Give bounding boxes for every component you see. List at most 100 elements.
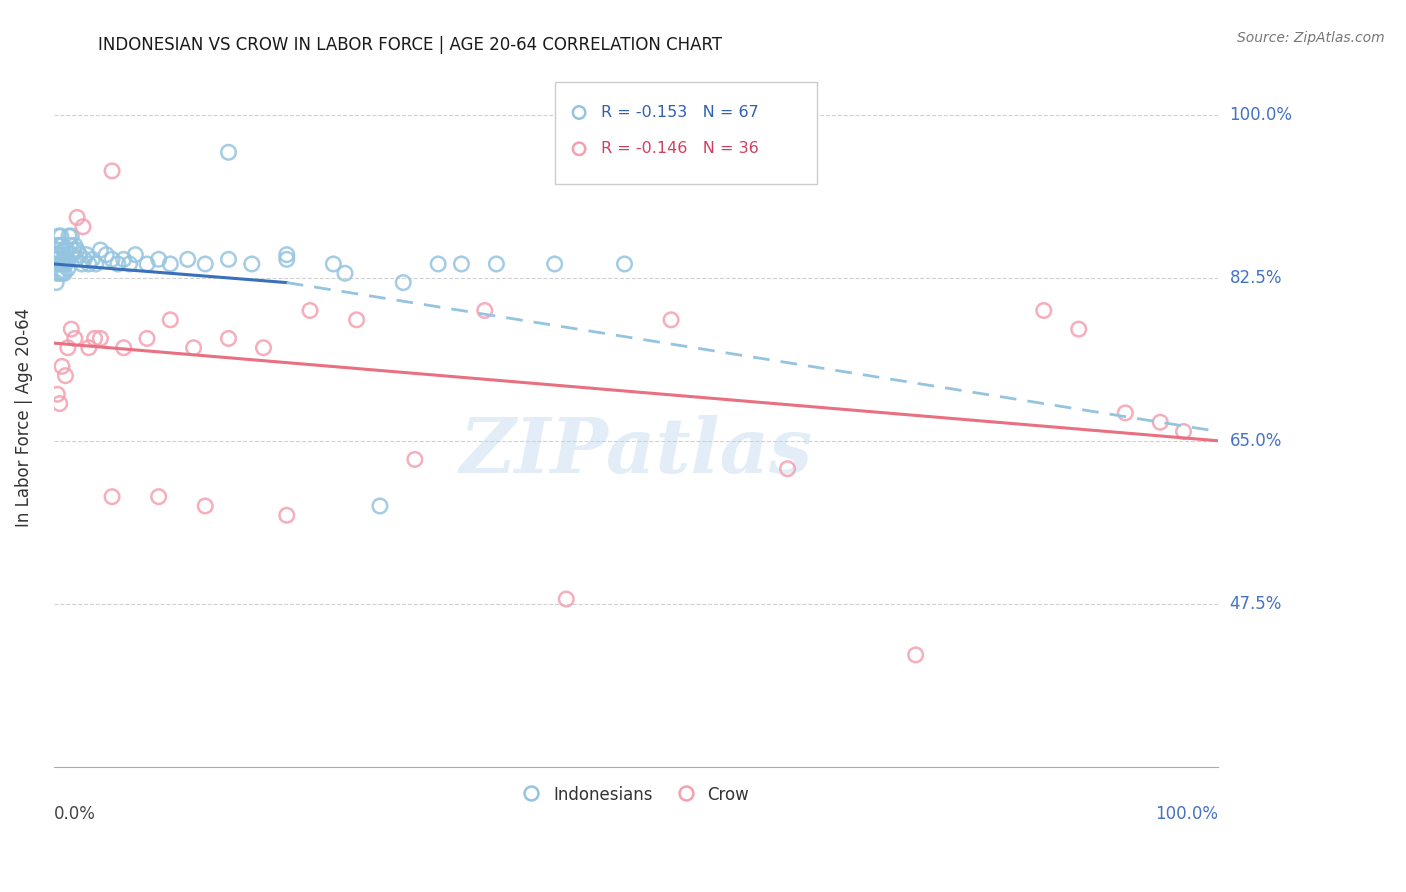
- Point: [56, 341, 79, 355]
- Point: [49, 229, 72, 244]
- Point: [1114, 406, 1136, 420]
- Text: 0.0%: 0.0%: [53, 805, 96, 823]
- Point: [252, 341, 274, 355]
- Point: [276, 248, 298, 262]
- Y-axis label: In Labor Force | Age 20-64: In Labor Force | Age 20-64: [15, 308, 32, 527]
- Point: [159, 257, 181, 271]
- Text: R = -0.153   N = 67: R = -0.153 N = 67: [602, 105, 759, 120]
- Point: [613, 257, 636, 271]
- Point: [218, 331, 240, 345]
- Point: [112, 341, 135, 355]
- Point: [53, 252, 76, 267]
- Point: [45, 276, 67, 290]
- Point: [59, 238, 82, 252]
- Point: [48, 248, 70, 262]
- Point: [101, 490, 124, 504]
- Point: [56, 261, 79, 276]
- Point: [48, 396, 70, 410]
- Point: [60, 229, 83, 244]
- Point: [299, 303, 322, 318]
- Point: [77, 257, 100, 271]
- Point: [55, 368, 77, 383]
- Point: [46, 266, 69, 280]
- Point: [776, 462, 799, 476]
- Point: [240, 257, 263, 271]
- Point: [904, 648, 927, 662]
- Point: [427, 257, 450, 271]
- Point: [96, 248, 118, 262]
- Text: 100.0%: 100.0%: [1156, 805, 1219, 823]
- Point: [276, 508, 298, 523]
- Point: [159, 313, 181, 327]
- Point: [392, 276, 415, 290]
- Point: [148, 490, 170, 504]
- Point: [73, 252, 96, 267]
- Point: [46, 238, 69, 252]
- Point: [1067, 322, 1090, 336]
- Point: [485, 257, 508, 271]
- Point: [568, 215, 591, 229]
- Point: [136, 331, 159, 345]
- Point: [124, 248, 146, 262]
- Point: [101, 252, 124, 267]
- Point: [62, 248, 84, 262]
- Point: [1032, 303, 1054, 318]
- Point: [276, 252, 298, 267]
- Point: [51, 266, 73, 280]
- Point: [83, 331, 105, 345]
- Point: [659, 313, 682, 327]
- Text: 82.5%: 82.5%: [1230, 269, 1282, 287]
- Point: [66, 243, 89, 257]
- Point: [101, 164, 124, 178]
- Point: [70, 257, 93, 271]
- Point: [89, 243, 111, 257]
- Point: [333, 266, 356, 280]
- Text: ZIPatlas: ZIPatlas: [460, 416, 813, 490]
- Point: [55, 243, 77, 257]
- Point: [346, 313, 368, 327]
- Point: [51, 257, 73, 271]
- FancyBboxPatch shape: [554, 82, 817, 184]
- Point: [450, 257, 472, 271]
- Point: [58, 229, 80, 244]
- Point: [148, 252, 170, 267]
- Point: [56, 252, 79, 267]
- Point: [322, 257, 344, 271]
- Point: [48, 257, 70, 271]
- Point: [543, 257, 565, 271]
- Point: [49, 248, 72, 262]
- Point: [474, 303, 496, 318]
- Point: [55, 257, 77, 271]
- Text: INDONESIAN VS CROW IN LABOR FORCE | AGE 20-64 CORRELATION CHART: INDONESIAN VS CROW IN LABOR FORCE | AGE …: [98, 36, 723, 54]
- Point: [82, 252, 104, 267]
- Point: [77, 341, 100, 355]
- Point: [568, 167, 591, 181]
- Point: [62, 243, 84, 257]
- Point: [75, 248, 97, 262]
- Point: [112, 252, 135, 267]
- Point: [65, 252, 87, 267]
- Point: [63, 238, 86, 252]
- Point: [48, 266, 70, 280]
- Point: [84, 257, 107, 271]
- Point: [63, 331, 86, 345]
- Point: [136, 257, 159, 271]
- Point: [72, 219, 94, 234]
- Point: [46, 387, 69, 401]
- Point: [60, 322, 83, 336]
- Point: [218, 145, 240, 160]
- Point: [51, 238, 73, 252]
- Point: [51, 359, 73, 374]
- Point: [55, 252, 77, 267]
- Point: [404, 452, 426, 467]
- Point: [55, 243, 77, 257]
- Point: [66, 211, 89, 225]
- Point: [194, 257, 217, 271]
- Point: [177, 252, 200, 267]
- Point: [118, 257, 141, 271]
- Point: [555, 592, 578, 607]
- Point: [52, 243, 75, 257]
- Point: [48, 229, 70, 244]
- Point: [44, 257, 66, 271]
- Text: 47.5%: 47.5%: [1230, 595, 1282, 613]
